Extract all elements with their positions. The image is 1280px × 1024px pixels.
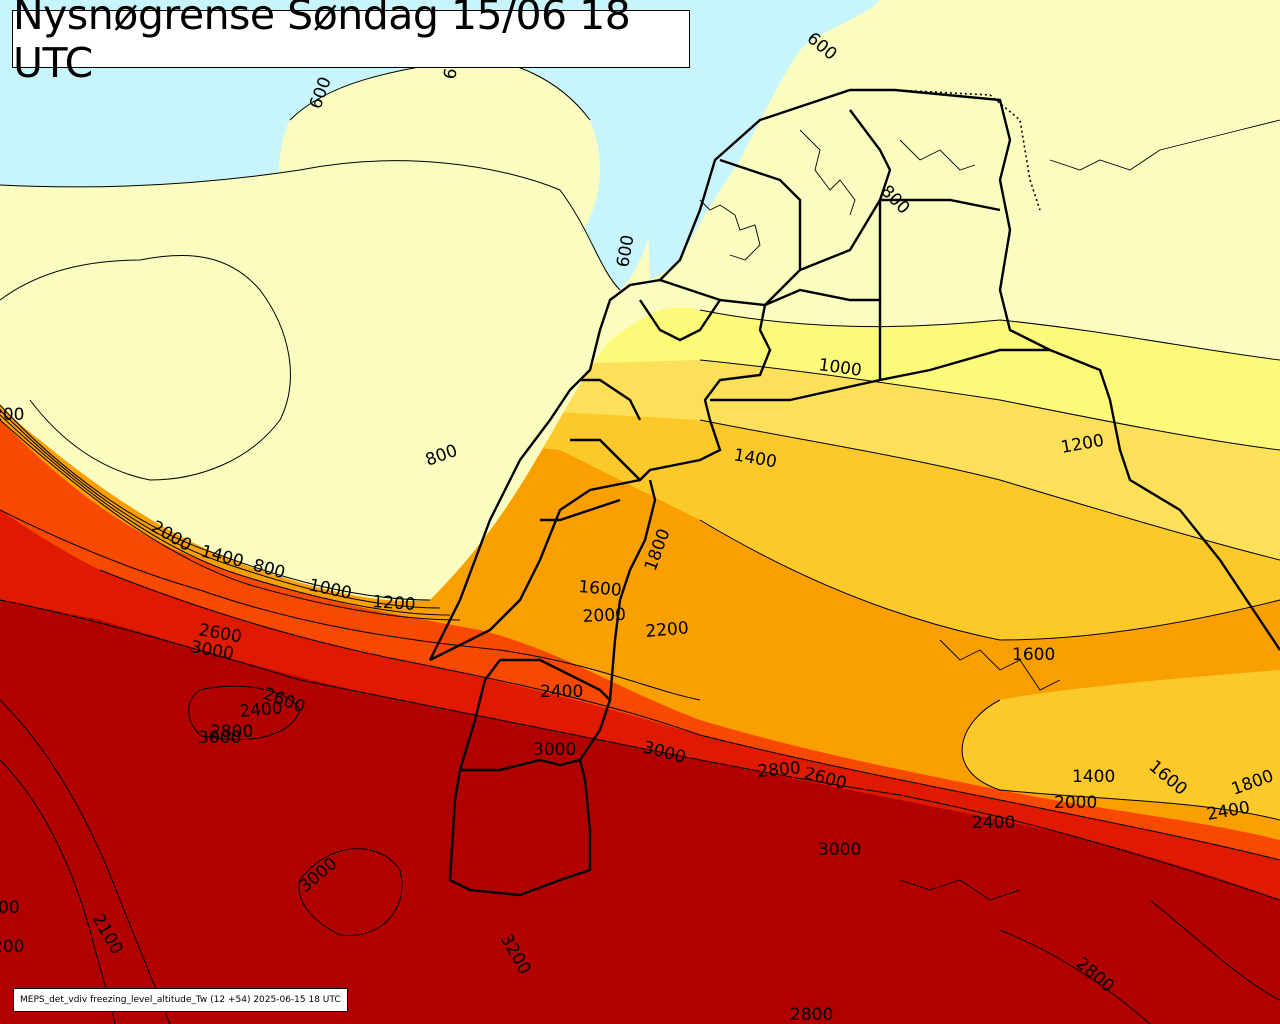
contour-label: 200 xyxy=(0,937,24,957)
contour-label: 6 xyxy=(440,67,462,81)
contour-label: 3000 xyxy=(533,740,576,760)
coastlines xyxy=(699,119,1280,901)
dotted-border xyxy=(894,89,1041,211)
contour-label: 3000 xyxy=(818,840,861,860)
contour-labels: 600 600 600 6 800 800 800 1000 1000 1200… xyxy=(0,29,1276,1024)
sea-pale-lobe-2 xyxy=(0,255,291,480)
contour-label: 1400 xyxy=(1072,767,1115,787)
sea-pale-lobe xyxy=(279,59,600,342)
contour-label: 2400 xyxy=(239,698,284,722)
contour-label: 2000 xyxy=(582,605,626,627)
contour-label: 2400 xyxy=(540,682,583,702)
contour-label: 2800 xyxy=(210,722,253,742)
borders xyxy=(428,88,1280,897)
model-run-footer: MEPS_det_vdiv freezing_level_altitude_Tw… xyxy=(13,988,348,1012)
contour-label: 2200 xyxy=(645,618,690,642)
contour-label: 2800 xyxy=(757,758,802,782)
contour-label: 1600 xyxy=(578,577,623,601)
contour-label: 200 xyxy=(0,405,24,425)
contour-label: 3000 xyxy=(198,728,241,748)
contour-lines xyxy=(0,58,1280,1024)
contour-label: 2000 xyxy=(1054,793,1097,813)
contour-label: 2800 xyxy=(790,1005,833,1024)
contour-label: 1600 xyxy=(1012,645,1055,665)
map-title: Nysnøgrense Søndag 15/06 18 UTC xyxy=(12,0,690,87)
contour-label: 2400 xyxy=(972,813,1015,833)
contour-label: 00 xyxy=(0,898,20,918)
contour-label: 1200 xyxy=(372,592,417,615)
